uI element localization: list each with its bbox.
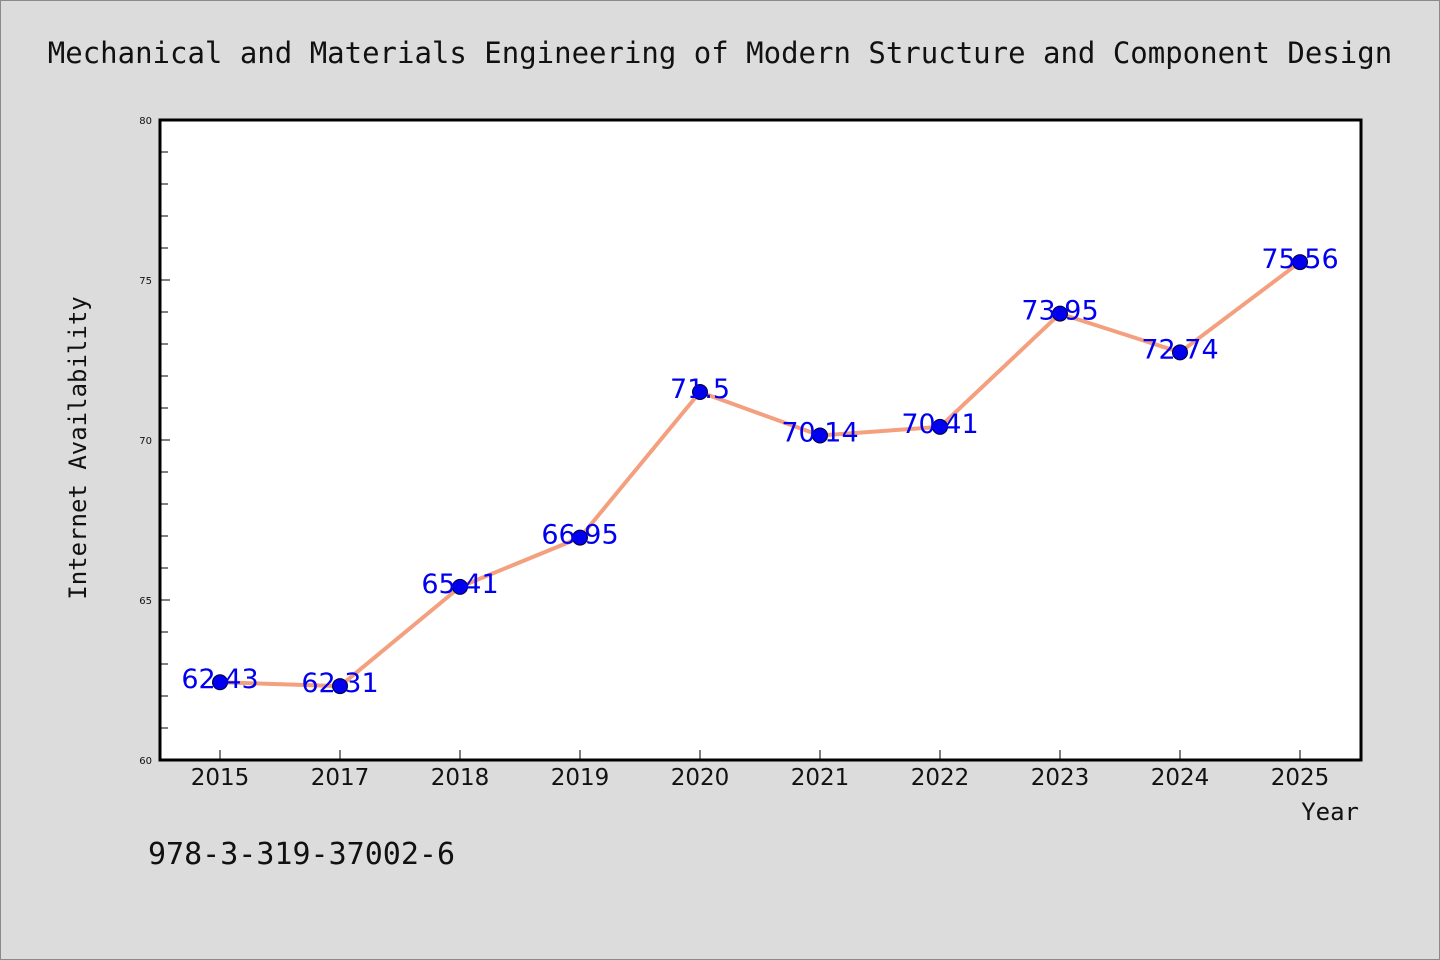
data-label: 73.95 xyxy=(1021,296,1098,327)
data-label: 70.41 xyxy=(901,409,978,440)
chart-title: Mechanical and Materials Engineering of … xyxy=(48,36,1392,70)
data-label: 71.5 xyxy=(670,374,730,405)
y-tick-label: 75 xyxy=(139,276,152,287)
y-axis-label: Internet Availability xyxy=(64,296,92,599)
data-label: 66.95 xyxy=(541,520,618,551)
data-label: 62.43 xyxy=(181,664,258,695)
data-point xyxy=(692,384,708,400)
x-tick-label: 2020 xyxy=(671,765,730,791)
data-point xyxy=(932,418,948,435)
y-tick-label: 80 xyxy=(139,116,152,127)
data-point xyxy=(812,427,828,444)
isbn-footnote: 978-3-319-37002-6 xyxy=(148,837,455,872)
data-point xyxy=(1052,305,1068,322)
y-tick-label: 70 xyxy=(139,436,152,447)
series-line xyxy=(219,260,1302,689)
data-point xyxy=(332,678,348,695)
x-tick-label: 2025 xyxy=(1271,765,1330,791)
data-label: 75.56 xyxy=(1261,244,1338,275)
data-labels: 62.43 62.31 65.41 66.95 71.5 70.14 70.41 73.95 7… xyxy=(181,244,1338,699)
data-point xyxy=(212,674,228,691)
data-label: 70.14 xyxy=(781,418,858,449)
y-axis: 60 65 70 75 80 xyxy=(139,116,170,767)
data-point xyxy=(1292,254,1308,271)
x-tick-label: 2019 xyxy=(551,765,610,791)
plot-area xyxy=(158,118,1363,762)
y-tick-label: 60 xyxy=(139,756,152,767)
data-label: 65.41 xyxy=(421,569,498,600)
data-label: 72.74 xyxy=(1141,334,1218,365)
x-tick-label: 2022 xyxy=(911,765,970,791)
x-axis-label: Year xyxy=(1301,798,1359,826)
x-tick-label: 2023 xyxy=(1031,765,1090,791)
data-point xyxy=(452,578,468,595)
data-label: 62.31 xyxy=(301,668,378,699)
data-point xyxy=(572,529,588,546)
data-point xyxy=(1172,344,1188,361)
y-tick-label: 65 xyxy=(139,596,152,607)
x-tick-label: 2018 xyxy=(431,765,490,791)
x-tick-label: 2015 xyxy=(191,765,250,791)
x-axis: 2015 2017 2018 2019 2020 2021 2022 2023 2024 2025 xyxy=(191,750,1330,791)
x-tick-label: 2017 xyxy=(311,765,370,791)
x-tick-label: 2021 xyxy=(791,765,850,791)
x-tick-label: 2024 xyxy=(1151,765,1210,791)
series-markers xyxy=(212,254,1308,695)
